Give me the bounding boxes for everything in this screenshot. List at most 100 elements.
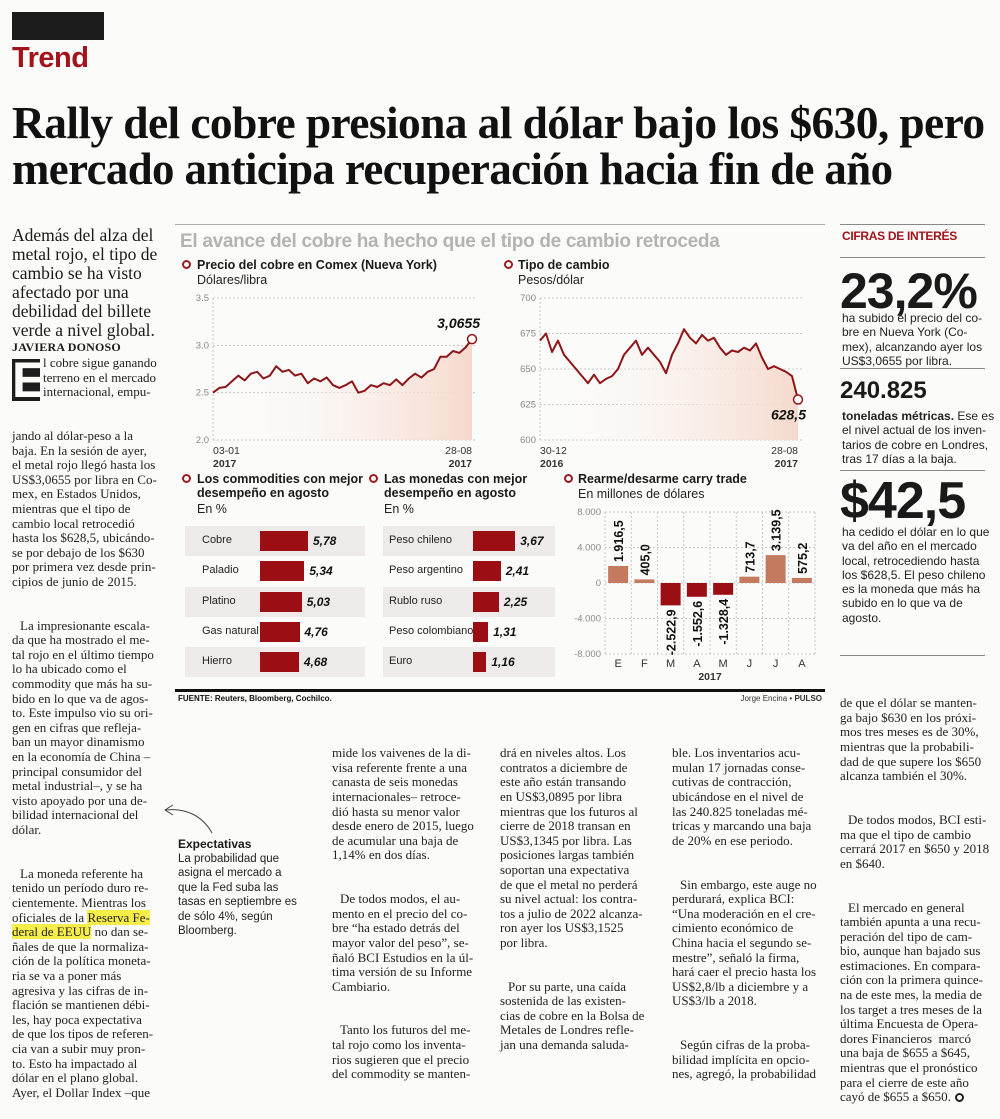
bar [473, 591, 499, 612]
bar-label: Hierro [202, 655, 232, 668]
bar-value-label: 1,31 [493, 624, 517, 639]
bar-value-label: 5,34 [309, 564, 333, 579]
bar-value-label: 4,76 [304, 624, 328, 639]
chart-title: Los commodities con mejor desempeño en a… [197, 472, 364, 500]
text: no dan se- ñales de que la normaliza- ci… [12, 924, 154, 1100]
x-start-year: 2017 [213, 458, 237, 470]
bar [473, 561, 501, 582]
graphic-bottom-rule [175, 689, 825, 692]
bar [791, 577, 812, 583]
x-end-date: 28-08 [771, 445, 798, 457]
y-tick-label: 600 [520, 435, 536, 446]
article-paragraph: drá en niveles altos. Los contratos a di… [500, 745, 643, 950]
x-tick-label: J [747, 658, 753, 670]
stat-text-bold: toneladas métricas. [842, 409, 955, 423]
bar [765, 555, 786, 583]
bar [260, 561, 305, 582]
bar-row: Hierro 4,68 [185, 647, 365, 678]
bar-label: Cobre [202, 534, 232, 546]
credit-outlet: PULSO [794, 694, 822, 703]
bar-value-label: 5,78 [312, 534, 337, 548]
graphic-source: FUENTE: Reuters, Bloomberg, Cochilco. [178, 694, 332, 703]
last-value-label: 628,5 [771, 407, 806, 423]
x-end-year: 2017 [449, 458, 473, 470]
graphic-top-rule [175, 224, 825, 225]
article-paragraph: Por su parte, una caída sostenida de las… [500, 978, 645, 1053]
article-column-5: de que el dólar se manten- ga bajo $630 … [840, 667, 989, 1119]
bar-label: Gas natural [202, 624, 259, 637]
drop-cap: E [12, 359, 40, 401]
article-paragraph: Sin embargo, este auge no perdurará, exp… [672, 876, 817, 1009]
stat-value: 240.825 [840, 377, 927, 404]
bar [686, 583, 707, 597]
article-paragraph: De todos modos, BCI esti- ma que el tipo… [840, 811, 990, 871]
divider [840, 470, 985, 471]
bullet-ring-icon [182, 474, 191, 483]
masthead-bar [12, 12, 104, 40]
y-tick-label: 675 [520, 329, 536, 340]
bar [473, 652, 487, 673]
text: Ese es el nivel actual de los inven- tar… [842, 409, 995, 466]
headline-line-2: mercado anticipa recuperación hacia fin … [12, 143, 893, 194]
article-paragraph: de que el dólar se manten- ga bajo $630 … [840, 695, 982, 784]
y-tick-label: 2.0 [196, 435, 209, 446]
bar [260, 652, 299, 673]
stat-value: 23,2% [840, 263, 978, 319]
y-tick-label: 3.5 [196, 293, 209, 304]
text: El mercado en general también apunta a u… [840, 899, 983, 1105]
credit-author: Jorge Encina [740, 694, 788, 703]
article-paragraph: mide los vaivenes de la di- visa referen… [332, 745, 474, 863]
annotation-arrow-icon [164, 804, 213, 834]
divider [840, 655, 985, 656]
bar-value-label: 2,25 [503, 594, 528, 609]
divider [840, 224, 985, 225]
annotation-text: La probabilidad que asigna el mercado a … [178, 853, 297, 938]
bar-value-label: 1,16 [491, 655, 515, 670]
chart-title: Precio del cobre en Comex (Nueva York) [197, 258, 437, 272]
divider [840, 368, 985, 369]
bullet-ring-icon [369, 474, 378, 483]
stat-text: ha cedido el dólar en lo que va del año … [842, 525, 990, 625]
y-tick-label: 4.000 [577, 543, 601, 554]
last-point-marker [466, 333, 478, 345]
section-label: Trend [12, 42, 89, 74]
bar-row: Gas natural 4,76 [185, 617, 365, 647]
bar-row: Peso colombiano 1,31 [383, 617, 555, 647]
chart-unit: En millones de dólares [578, 487, 705, 501]
article-paragraph: La moneda referente ha tenido un período… [12, 866, 167, 1101]
bar [473, 531, 516, 551]
article-column-4: ble. Los inventarios acu- mulan 17 jorna… [672, 717, 817, 1096]
bar-label: Euro [389, 655, 413, 668]
x-end-year: 2017 [775, 458, 799, 470]
bar-row: Platino 5,03 [185, 586, 365, 617]
chart-title: Las monedas con mejor desempeño en agost… [384, 472, 528, 500]
bar-value-label: -1.328,4 [717, 599, 731, 645]
bar-label: Platino [202, 594, 236, 607]
x-start-year: 2016 [540, 458, 564, 470]
bar-row: Rublo ruso 2,25 [383, 586, 555, 617]
y-tick-label: 625 [520, 400, 536, 411]
carry-trade-chart: 8.000 4.000 0 -4.000 -8.000 1.916,5 E 405,0 F -2.… [574, 507, 816, 683]
chart-unit: Dólares/libra [197, 273, 268, 287]
bar [713, 583, 734, 595]
bar [260, 531, 308, 551]
x-end-date: 28-08 [445, 445, 472, 457]
graphic-title: El avance del cobre ha hecho que el tipo… [180, 231, 720, 252]
article-paragraph: ble. Los inventarios acu- mulan 17 jorna… [672, 745, 812, 848]
data-line [539, 328, 799, 400]
deck: Además del alza del metal rojo, el tipo … [12, 225, 158, 340]
article-column-2: mide los vaivenes de la di- visa referen… [332, 717, 474, 1096]
y-tick-label: 2.5 [196, 388, 209, 399]
sidebar-title: CIFRAS DE INTERÉS [842, 229, 957, 243]
bar [739, 576, 760, 583]
area-fill [540, 329, 798, 440]
end-mark-icon [954, 1093, 964, 1103]
bar-label: Paladio [202, 564, 239, 577]
article-column-3: drá en niveles altos. Los contratos a di… [500, 717, 644, 1067]
bar-value-label: -2.522,9 [665, 609, 679, 655]
x-tick-label: M [719, 658, 728, 670]
chart-unit: Pesos/dólar [518, 273, 585, 287]
bar-value-label: 3,67 [520, 534, 544, 548]
